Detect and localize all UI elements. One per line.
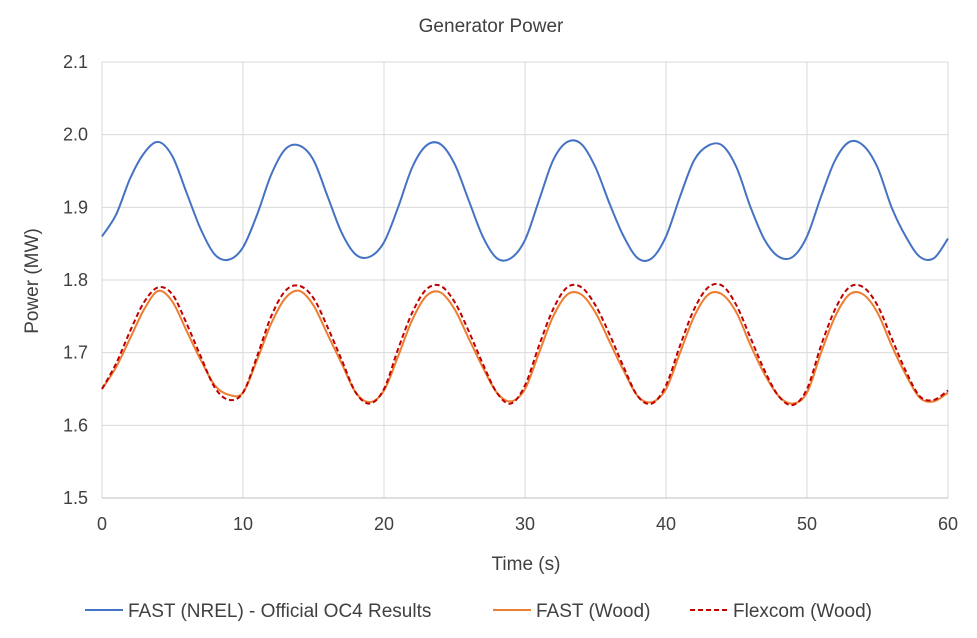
y-axis-title: Power (MW) xyxy=(22,228,43,334)
x-tick-label: 10 xyxy=(233,514,253,534)
x-axis-title: Time (s) xyxy=(492,554,561,575)
x-tick-label: 20 xyxy=(374,514,394,534)
series-lines xyxy=(101,139,949,407)
y-tick-label: 1.7 xyxy=(63,343,88,363)
x-tick-label: 30 xyxy=(515,514,535,534)
y-tick-label: 1.8 xyxy=(63,270,88,290)
y-tick-label: 1.6 xyxy=(63,415,88,435)
y-tick-label: 2.1 xyxy=(63,52,88,72)
x-tick-label: 40 xyxy=(656,514,676,534)
legend-label: FAST (NREL) - Official OC4 Results xyxy=(128,601,431,622)
x-tick-label: 60 xyxy=(938,514,958,534)
y-tick-label: 1.5 xyxy=(63,488,88,508)
series-line-3 xyxy=(101,282,949,407)
y-tick-label: 1.9 xyxy=(63,197,88,217)
legend-label: Flexcom (Wood) xyxy=(733,601,872,622)
axes: 1.5 1.6 1.7 1.8 1.9 2.0 2.1 0 10 20 30 40 50 60 xyxy=(63,52,958,534)
y-tick-label: 2.0 xyxy=(63,125,88,145)
chart-title: Generator Power xyxy=(419,16,564,37)
series-line-1 xyxy=(101,139,949,262)
x-tick-label: 50 xyxy=(797,514,817,534)
legend: FAST (NREL) - Official OC4 Results FAST (… xyxy=(85,601,872,622)
gridlines xyxy=(101,61,949,499)
legend-label: FAST (Wood) xyxy=(536,601,650,622)
x-tick-label: 0 xyxy=(97,514,107,534)
